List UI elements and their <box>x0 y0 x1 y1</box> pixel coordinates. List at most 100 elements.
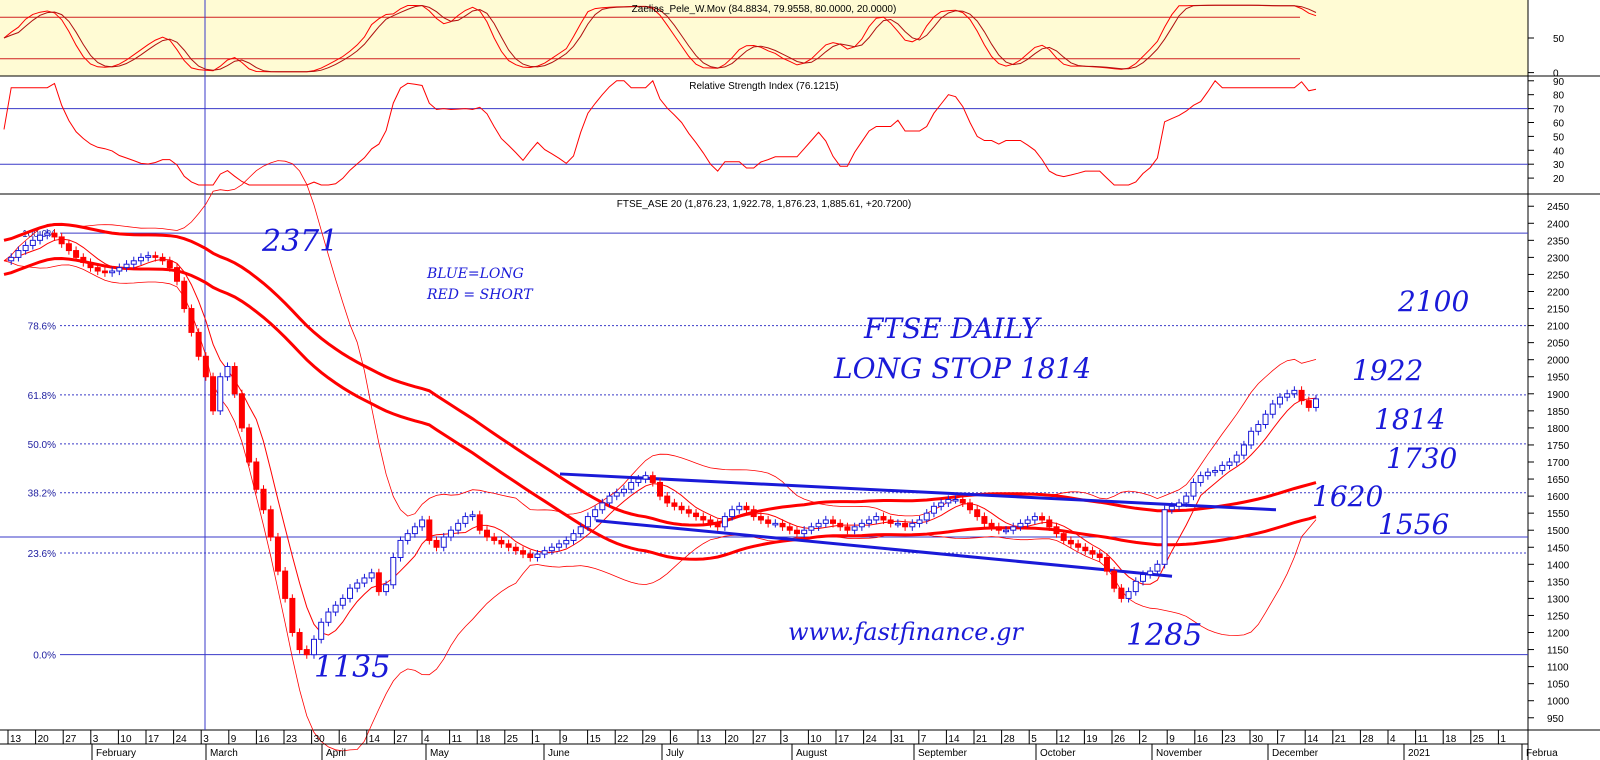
candle-body <box>455 522 462 531</box>
x-month-label: October <box>1040 748 1076 759</box>
candle-body <box>101 270 108 274</box>
candle-body <box>1067 539 1074 545</box>
candle-body <box>721 516 728 528</box>
candle-body <box>786 526 793 531</box>
fib-label: 0.0% <box>33 651 56 662</box>
price-tick-label: 2150 <box>1547 305 1570 316</box>
price-tick-label: 1400 <box>1547 560 1570 571</box>
candle-body <box>1183 495 1190 504</box>
candle-body <box>426 519 433 541</box>
x-tick-label: 12 <box>1059 734 1071 745</box>
candle-body <box>1291 389 1298 395</box>
x-tick-label: 20 <box>728 734 740 745</box>
price-tick-label: 1600 <box>1547 492 1570 503</box>
candle-body <box>830 519 837 524</box>
annotation-1285: 1285 <box>1126 618 1202 653</box>
annotation-1730: 1730 <box>1386 442 1457 475</box>
x-month-label: July <box>666 748 684 759</box>
candle-body <box>592 509 599 518</box>
candle-body <box>613 492 620 497</box>
x-tick-label: 18 <box>479 734 491 745</box>
x-tick-label: 25 <box>507 734 519 745</box>
candle-body <box>685 509 692 514</box>
candle-body <box>873 516 880 521</box>
x-month-label: June <box>548 748 570 759</box>
candle-body <box>375 572 382 593</box>
x-tick-label: 4 <box>1390 734 1396 745</box>
candle-body <box>354 582 361 589</box>
candle-body <box>714 522 721 528</box>
candle-body <box>368 572 375 579</box>
candle-body <box>938 502 945 507</box>
x-month-label: May <box>430 748 449 759</box>
candle-body <box>1089 550 1096 555</box>
x-month-label: March <box>210 748 238 759</box>
price-tick-label: 1900 <box>1547 390 1570 401</box>
candle-body <box>318 621 325 640</box>
price-tick-label: 2250 <box>1547 270 1570 281</box>
x-month-label: August <box>796 748 827 759</box>
candle-body <box>447 529 454 538</box>
candle-body <box>743 505 750 511</box>
candle-body <box>765 519 772 524</box>
candle-body <box>1255 423 1262 432</box>
candle-body <box>37 234 44 241</box>
price-tick-label: 2050 <box>1547 339 1570 350</box>
candle-body <box>310 638 317 656</box>
fib-label: 61.8% <box>28 391 56 402</box>
candle-body <box>390 556 397 586</box>
candle-body <box>238 393 245 429</box>
candle-body <box>1039 516 1046 521</box>
candle-body <box>498 539 505 545</box>
x-tick-label: 16 <box>1197 734 1209 745</box>
candle-body <box>303 649 310 656</box>
candle-body <box>116 267 123 272</box>
candle-body <box>1139 574 1146 582</box>
annotation-1922: 1922 <box>1352 354 1423 387</box>
x-month-label: February <box>96 748 136 759</box>
price-tick-label: 1200 <box>1547 629 1570 640</box>
x-tick-label: 27 <box>396 734 408 745</box>
x-tick-label: 21 <box>976 734 988 745</box>
envelope-upper-line <box>3 160 1317 517</box>
rsi-panel <box>0 76 1528 194</box>
candle-body <box>462 516 469 524</box>
price-tick-label: 1450 <box>1547 543 1570 554</box>
candle-body <box>1060 533 1067 541</box>
candle-body <box>166 260 173 269</box>
candle-body <box>700 516 707 521</box>
stoch-d-line <box>3 4 1317 73</box>
candle-body <box>664 495 671 504</box>
candle-body <box>1010 526 1017 531</box>
x-tick-label: 21 <box>1335 734 1347 745</box>
candle-body <box>130 260 137 265</box>
candle-body <box>707 519 714 524</box>
x-tick-label: 28 <box>1004 734 1016 745</box>
annotation-1814: 1814 <box>1374 403 1445 436</box>
annotation-website: www.fastfinance.gr <box>788 618 1024 646</box>
candle-body <box>772 522 779 526</box>
candle-body <box>73 250 80 258</box>
x-tick-label: 29 <box>645 734 657 745</box>
x-tick-label: 30 <box>314 734 326 745</box>
x-tick-label: 11 <box>452 734 463 745</box>
candle-body <box>159 256 166 262</box>
candle-body <box>974 509 981 518</box>
candle-body <box>527 553 534 558</box>
annotation-2371: 2371 <box>261 224 338 259</box>
candle-body <box>815 522 822 528</box>
x-tick-label: 15 <box>590 734 602 745</box>
price-tick-label: 950 <box>1547 714 1564 725</box>
candle-body <box>15 250 22 258</box>
ma-slow-lower-line <box>3 256 1317 561</box>
candle-body <box>541 550 548 555</box>
candle-body <box>274 536 281 572</box>
candle-body <box>1190 481 1197 497</box>
candle-body <box>383 584 390 593</box>
candle-body <box>902 522 909 528</box>
candle-body <box>1017 522 1024 528</box>
annotation-long-stop: LONG STOP 1814 <box>833 352 1091 385</box>
candle-body <box>1147 570 1154 576</box>
candle-body <box>1118 587 1125 599</box>
candle-body <box>332 604 339 613</box>
